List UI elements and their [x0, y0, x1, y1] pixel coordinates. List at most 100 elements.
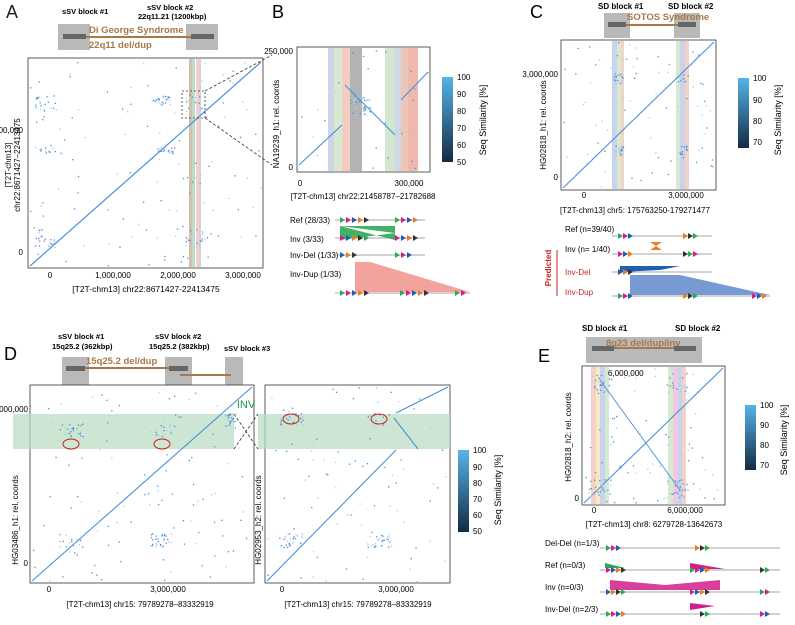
panel-d-dot: [311, 506, 313, 509]
panel-b-dot: [404, 57, 407, 59]
panel-d-dot: [347, 514, 349, 516]
panel-d-dot: [433, 483, 435, 485]
panel-e-dot: [633, 390, 636, 392]
panel-a-dot: [50, 144, 52, 147]
panel-c-dot: [704, 100, 706, 102]
panel-c-colorbar: [738, 78, 749, 148]
panel-c-sd-arrow: [683, 293, 688, 299]
panel-e-dot: [679, 376, 681, 378]
panel-c-dot: [709, 46, 711, 48]
panel-d-dot: [161, 546, 163, 548]
panel-c-dot: [629, 100, 631, 102]
panel-e-dot: [604, 490, 606, 492]
panel-d-dot: [382, 416, 384, 418]
panel-c-dot: [685, 147, 687, 149]
panel-a-dot: [201, 238, 203, 240]
panel-d-dot: [150, 544, 152, 547]
panel-d-dot: [163, 420, 165, 422]
panel-c-dot: [622, 97, 625, 99]
panel-d-dot: [271, 397, 273, 399]
panel-b-sd-arrow: [352, 235, 357, 241]
panel-d-dot: [76, 539, 78, 541]
panel-d-dot: [319, 419, 321, 421]
panel-d-dot: [280, 419, 283, 421]
panel-d-dot: [99, 449, 101, 451]
panel-d-dot: [77, 496, 79, 498]
panel-d-dot: [354, 460, 357, 462]
panel-b-dot: [369, 107, 372, 109]
panel-a-dot: [204, 63, 206, 65]
panel-b-band-7: [401, 48, 408, 171]
panel-b-sd-arrow: [395, 235, 400, 241]
panel-a-dot: [194, 97, 197, 99]
panel-c-dot: [667, 173, 669, 176]
panel-b-sd-arrow: [358, 235, 363, 241]
panel-a-dot: [159, 132, 161, 134]
panel-d-dot: [229, 421, 231, 423]
panel-d-dot: [377, 539, 380, 541]
panel-c-dot: [658, 71, 660, 74]
panel-e-dot: [679, 484, 682, 486]
panel-c-dot: [586, 162, 588, 164]
panel-d-dot: [151, 545, 153, 547]
panel-d-dot: [410, 558, 412, 560]
panel-b-dot: [361, 107, 363, 109]
panel-a-dot: [171, 147, 173, 149]
panel-a-dot: [69, 73, 71, 75]
panel-d-dot: [69, 542, 71, 544]
panel-d-cbar-tick-50: 50: [473, 527, 482, 536]
panel-a-dot: [255, 235, 257, 237]
panel-d-dot: [60, 403, 62, 405]
panel-d-right-ylabel: HG02953_h2: rel. coords: [254, 475, 263, 564]
panel-c-dot: [684, 153, 686, 155]
panel-c-dot: [679, 77, 682, 79]
panel-a-ylabel-1: [T2T-chm13]: [4, 143, 13, 188]
panel-c-dot: [706, 127, 708, 129]
panel-c-dot: [670, 160, 672, 162]
panel-d-dot: [437, 487, 439, 489]
panel-d-dot: [156, 544, 158, 546]
panel-c-sd-arrow: [683, 233, 688, 239]
panel-a-dot: [185, 245, 187, 247]
panel-b-sd-arrow: [455, 290, 460, 296]
panel-d-dot: [72, 427, 75, 429]
panel-e-dot: [610, 484, 612, 486]
panel-c-dot: [617, 79, 619, 82]
panel-d-dot: [230, 420, 233, 422]
panel-d-dot: [302, 419, 304, 421]
panel-d-left-xtick-0: 0: [47, 585, 52, 594]
panel-b-haplo-ref: Ref (28/33): [290, 216, 330, 225]
panel-e-dot: [632, 465, 634, 467]
panel-a-dot: [199, 96, 201, 98]
panel-c-dot: [625, 58, 628, 60]
panel-a-dot: [30, 87, 32, 89]
panel-c-dot: [604, 170, 606, 172]
panel-d-dot: [287, 419, 289, 421]
panel-a-dot: [152, 99, 155, 101]
panel-c-dot: [632, 66, 635, 68]
panel-a-dot: [187, 100, 189, 102]
panel-c-dot: [609, 67, 612, 69]
panel-d-dot: [390, 545, 393, 547]
panel-c-cbar-tick-90: 90: [753, 96, 762, 105]
panel-e-dot: [685, 374, 687, 376]
panel-a-dot: [164, 255, 166, 258]
panel-d-dot: [379, 414, 381, 416]
panel-e-dot: [676, 487, 678, 489]
panel-c-dot: [614, 80, 617, 82]
panel-e-dot: [616, 415, 618, 418]
panel-d-dot: [376, 536, 378, 538]
panel-d-dot: [312, 576, 314, 578]
panel-b-dot: [324, 120, 326, 122]
panel-d-dot: [387, 538, 389, 540]
panel-d-dot: [280, 545, 282, 547]
panel-e-colorbar: [745, 405, 756, 470]
panel-a-dot: [162, 96, 164, 98]
panel-e-dot: [608, 378, 611, 380]
panel-b-dot: [365, 100, 367, 102]
panel-a-dot: [188, 107, 190, 109]
panel-a-dot: [234, 175, 236, 177]
panel-b-cbar-tick-100: 100: [457, 73, 471, 82]
panel-a-dot: [171, 150, 174, 152]
